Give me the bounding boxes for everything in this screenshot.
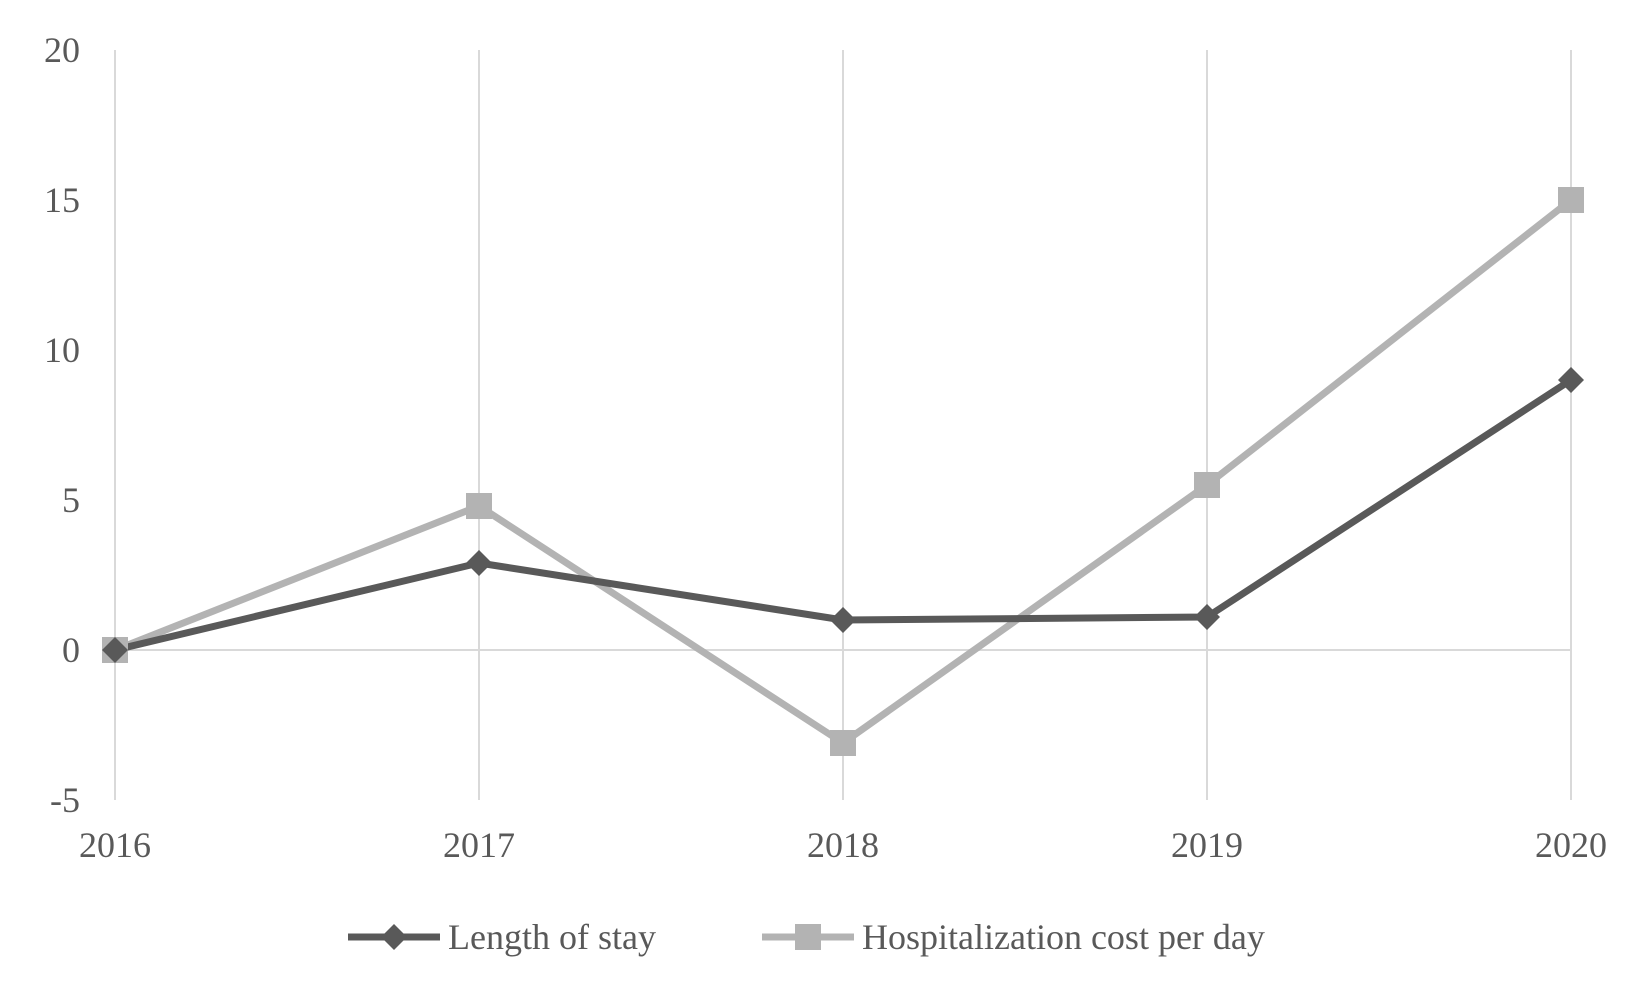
series-0-point-2020 (1558, 367, 1584, 393)
series-0-point-2017 (466, 550, 492, 576)
y-tick-label: 15 (44, 180, 80, 220)
legend-item-0: Length of stay (348, 917, 656, 957)
legend-label: Hospitalization cost per day (862, 917, 1265, 957)
series-0-point-2016 (102, 637, 128, 663)
y-tick-label: -5 (50, 780, 80, 820)
tick-labels: 20 15 10 5 0 -5 2016 2017 2018 2019 2020 (44, 30, 1607, 865)
legend-item-1: Hospitalization cost per day (762, 917, 1265, 957)
x-tick-label: 2018 (807, 825, 879, 865)
x-tick-label: 2020 (1535, 825, 1607, 865)
legend-swatch-marker (381, 924, 407, 950)
x-tick-label: 2016 (79, 825, 151, 865)
series-1-point-2017 (466, 493, 492, 519)
legend-swatch-marker (795, 924, 821, 950)
x-tick-label: 2017 (443, 825, 515, 865)
series-1-point-2019 (1194, 472, 1220, 498)
gridlines (114, 50, 1572, 800)
legend-label: Length of stay (448, 917, 656, 957)
legend: Length of stay Hospitalization cost per d… (348, 917, 1265, 957)
series-0-point-2018 (830, 607, 856, 633)
x-tick-label: 2019 (1171, 825, 1243, 865)
series-markers (102, 187, 1584, 756)
y-tick-label: 5 (62, 480, 80, 520)
y-tick-label: 0 (62, 630, 80, 670)
series-0-point-2019 (1194, 604, 1220, 630)
series-1-point-2020 (1558, 187, 1584, 213)
y-tick-label: 10 (44, 330, 80, 370)
series-1-point-2018 (830, 730, 856, 756)
y-tick-label: 20 (44, 30, 80, 70)
